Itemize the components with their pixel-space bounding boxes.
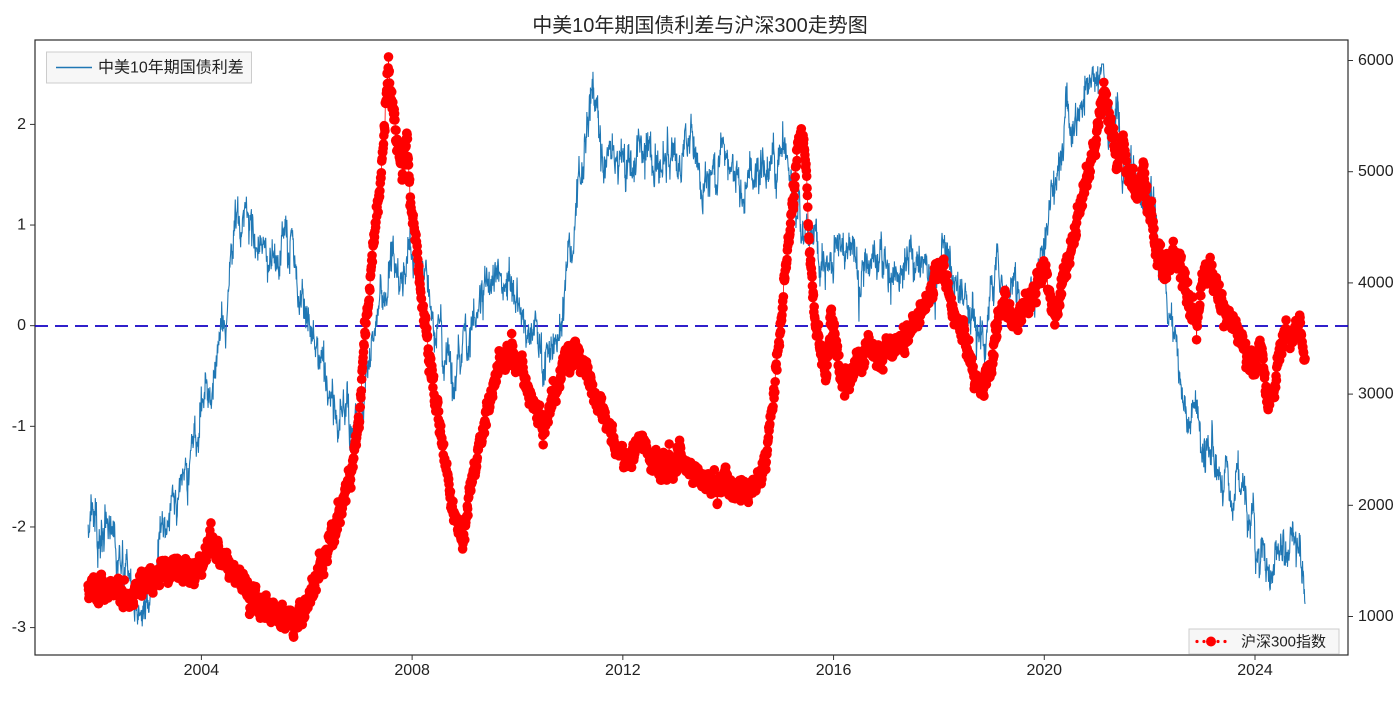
svg-text:6000: 6000: [1358, 52, 1394, 69]
svg-text:2020: 2020: [1026, 662, 1062, 679]
svg-text:中美10年期国债利差: 中美10年期国债利差: [98, 59, 244, 77]
svg-text:2000: 2000: [1358, 497, 1394, 514]
svg-text:-2: -2: [12, 518, 26, 535]
svg-text:2016: 2016: [816, 662, 852, 679]
svg-text:2024: 2024: [1237, 662, 1273, 679]
svg-text:中美10年期国债利差与沪深300走势图: 中美10年期国债利差与沪深300走势图: [532, 14, 868, 37]
svg-text:4000: 4000: [1358, 274, 1394, 291]
svg-text:2008: 2008: [394, 662, 430, 679]
svg-text:3000: 3000: [1358, 386, 1394, 403]
svg-text:2012: 2012: [605, 662, 641, 679]
svg-text:5000: 5000: [1358, 163, 1394, 180]
svg-text:-3: -3: [12, 619, 26, 636]
svg-text:-1: -1: [12, 418, 26, 435]
svg-text:沪深300指数: 沪深300指数: [1241, 634, 1326, 651]
svg-text:1: 1: [17, 217, 26, 234]
svg-text:2004: 2004: [184, 662, 220, 679]
svg-text:1000: 1000: [1358, 608, 1394, 625]
svg-text:2: 2: [17, 116, 26, 133]
svg-text:0: 0: [17, 317, 26, 334]
